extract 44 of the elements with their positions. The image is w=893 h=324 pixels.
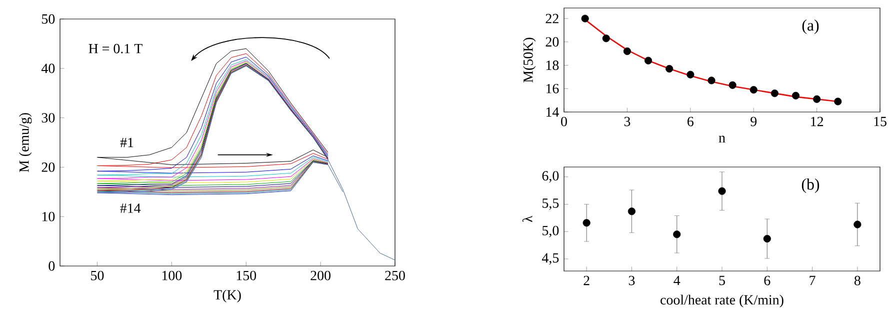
annotation: (a) xyxy=(802,19,819,34)
y-tick-label: 50 xyxy=(42,14,55,24)
x-axis-title: n xyxy=(718,136,726,142)
x-tick-label: 150 xyxy=(236,270,256,280)
x-tick-label: 3 xyxy=(628,276,635,286)
annotation: #1 xyxy=(120,138,134,148)
x-tick-label: 8 xyxy=(854,276,860,286)
annotation: #14 xyxy=(120,204,141,213)
x-tick-label: 0 xyxy=(561,116,567,126)
y-tick-label: 5,0 xyxy=(542,226,559,238)
y-tick-label: 22 xyxy=(546,14,558,24)
x-tick-label: 6 xyxy=(688,116,694,126)
y-tick-label: 0 xyxy=(48,261,55,271)
x-tick-label: 7 xyxy=(810,276,816,285)
x-tick-label: 200 xyxy=(310,270,330,280)
y-tick-label: 30 xyxy=(42,113,55,123)
y-tick-label: 18 xyxy=(546,60,559,70)
x-tick-label: 100 xyxy=(162,270,182,280)
x-tick-label: 250 xyxy=(385,270,405,280)
y-axis-title: M(50K) xyxy=(523,38,536,82)
x-tick-label: 2 xyxy=(584,276,590,286)
x-tick-label: 15 xyxy=(874,116,886,126)
y-axis-title: M (emu/g) xyxy=(19,113,32,172)
x-axis-title: cool/heat rate (K/min) xyxy=(660,294,784,308)
y-tick-label: 16 xyxy=(546,84,559,94)
x-tick-label: 5 xyxy=(719,276,725,286)
y-axis-title: λ xyxy=(522,216,532,222)
x-tick-label: 6 xyxy=(764,276,770,286)
y-tick-label: 14 xyxy=(546,107,559,117)
annotation: (b) xyxy=(802,178,820,193)
x-tick-label: 9 xyxy=(750,116,757,126)
x-tick-label: 50 xyxy=(91,270,104,280)
y-tick-label: 40 xyxy=(41,64,55,74)
x-axis-title: T(K) xyxy=(214,290,241,302)
y-tick-label: 10 xyxy=(42,212,55,222)
x-tick-label: 3 xyxy=(624,116,630,126)
y-tick-label: 4,5 xyxy=(542,253,559,265)
y-tick-label: 20 xyxy=(546,37,559,47)
y-tick-label: 20 xyxy=(42,162,55,172)
annotation: H = 0.1 T xyxy=(88,44,142,54)
x-tick-label: 4 xyxy=(674,276,680,286)
y-tick-label: 5,5 xyxy=(542,198,559,210)
y-tick-label: 6,0 xyxy=(542,171,559,183)
x-tick-label: 12 xyxy=(811,116,824,126)
